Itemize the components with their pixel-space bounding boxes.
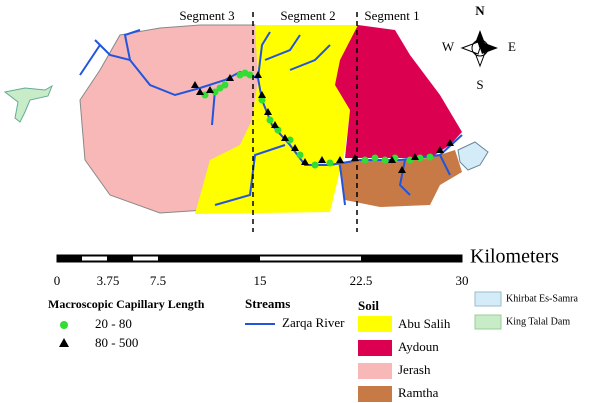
sample-80-500	[254, 71, 262, 78]
sample-20-80	[246, 71, 254, 79]
legend-swatch	[474, 314, 502, 330]
legend-item: Aydoun	[398, 339, 439, 354]
legend-item: Zarqa River	[282, 315, 345, 330]
compass-s: S	[476, 77, 483, 92]
legend-title: Streams	[245, 296, 290, 311]
sample-20-80	[371, 154, 379, 162]
scale-label: 22.5	[350, 273, 373, 288]
sample-20-80	[406, 156, 414, 164]
legend-triangle	[59, 338, 69, 347]
sample-80-500	[226, 74, 234, 81]
khirbat-es-samra-shape	[457, 141, 489, 171]
aydoun-area	[335, 25, 462, 158]
legend-title: Soil	[358, 298, 379, 313]
scale-label: 3.75	[97, 273, 120, 288]
legend-item: Abu Salih	[398, 316, 451, 331]
legend-swatch	[358, 363, 392, 379]
sample-20-80	[311, 161, 319, 169]
sample-80-500	[318, 156, 326, 163]
sample-20-80	[296, 151, 304, 159]
legend-swatch	[474, 291, 502, 307]
sample-80-500	[411, 153, 419, 160]
segment-label: Segment 2	[280, 8, 335, 23]
legend-swatch	[358, 316, 392, 332]
legend-item: Jerash	[398, 362, 431, 377]
scale-unit: Kilometers	[470, 246, 559, 268]
legend-title: Macroscopic Capillary Length	[48, 297, 205, 311]
sample-20-80	[221, 81, 229, 89]
legend-swatch	[358, 386, 392, 402]
legend-item: 20 - 80	[95, 316, 132, 331]
sample-80-500	[388, 156, 396, 163]
compass-n: N	[475, 3, 485, 18]
legend-item: 80 - 500	[95, 335, 138, 350]
sample-80-500	[258, 91, 266, 98]
legend-swatch	[358, 340, 392, 356]
sample-80-500	[271, 121, 279, 128]
sample-20-80	[326, 159, 334, 167]
scale-label: 15	[254, 273, 267, 288]
sample-80-500	[191, 81, 199, 88]
sample-80-500	[281, 134, 289, 141]
sample-20-80	[426, 153, 434, 161]
sample-80-500	[196, 88, 204, 95]
sample-20-80	[201, 91, 209, 99]
legend-item: King Talal Dam	[506, 316, 570, 327]
sample-20-80	[361, 156, 369, 164]
sample-80-500	[398, 166, 406, 173]
ramtha-area	[338, 150, 462, 207]
compass	[460, 30, 498, 68]
sample-20-80	[211, 88, 219, 96]
sample-20-80	[381, 156, 389, 164]
compass-w: W	[442, 39, 455, 54]
scale-label: 0	[54, 273, 61, 288]
sample-80-500	[446, 139, 454, 146]
sample-80-500	[301, 158, 309, 165]
sample-80-500	[291, 144, 299, 151]
sample-80-500	[436, 146, 444, 153]
sample-80-500	[264, 108, 272, 115]
scale-bar	[56, 254, 463, 263]
sample-20-80	[258, 96, 266, 104]
legend-item: Ramtha	[398, 385, 439, 400]
sample-20-80	[274, 126, 282, 134]
king-talal-dam-shape	[3, 84, 53, 123]
compass-e: E	[508, 39, 516, 54]
sample-20-80	[286, 136, 294, 144]
sample-80-500	[206, 86, 214, 93]
scale-label: 7.5	[150, 273, 166, 288]
scale-label: 30	[456, 273, 469, 288]
sample-20-80	[266, 116, 274, 124]
legend-dot	[60, 321, 68, 329]
sample-80-500	[336, 156, 344, 163]
segment-label: Segment 3	[179, 8, 234, 23]
legend-item: Khirbat Es-Samra	[506, 293, 578, 304]
segment-label: Segment 1	[364, 8, 419, 23]
zarqa-river	[79, 29, 463, 206]
